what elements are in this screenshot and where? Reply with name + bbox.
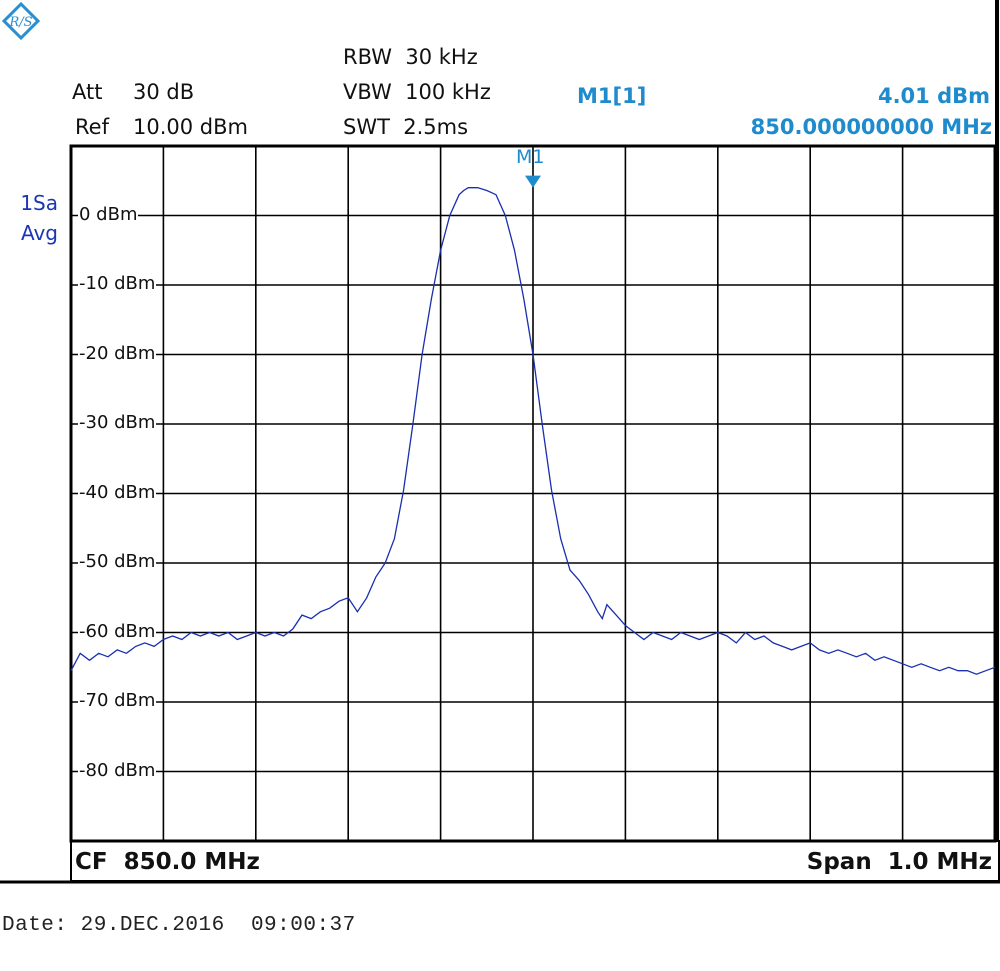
- svg-text:R/S: R/S: [8, 15, 32, 30]
- y-axis-tick-label: -30 dBm: [78, 412, 157, 433]
- frequency-span: Span 1.0 MHz: [806, 849, 992, 875]
- plot-grid: [0, 0, 1000, 884]
- y-axis-tick-label: -10 dBm: [78, 273, 157, 294]
- center-frequency: CF 850.0 MHz: [75, 849, 260, 875]
- trace-info: 1Sa Avg: [8, 188, 58, 248]
- capture-date: Date: 29.DEC.2016 09:00:37: [2, 914, 356, 937]
- reference-level-value: 10.00 dBm: [133, 115, 248, 139]
- marker-m1-icon: [525, 175, 541, 188]
- vbw-setting: VBW 100 kHz: [343, 80, 491, 104]
- trace-sweep-count: 1Sa: [20, 191, 58, 215]
- y-axis-tick-label: -20 dBm: [78, 342, 157, 364]
- marker-level: 4.01 dBm: [877, 84, 990, 108]
- y-axis-tick-label: -80 dBm: [78, 759, 157, 781]
- sweep-time-setting: SWT 2.5ms: [343, 115, 469, 139]
- y-axis-tick-label: -40 dBm: [78, 481, 157, 503]
- attenuation-label: Att: [72, 80, 103, 104]
- y-axis-tick-label: -60 dBm: [78, 620, 157, 642]
- marker-name: M1[1]: [577, 84, 647, 108]
- marker-label: M1: [516, 146, 545, 168]
- reference-level-label: Ref: [75, 115, 109, 139]
- spectrum-trace: [70, 186, 996, 675]
- y-axis-tick-label: -70 dBm: [78, 690, 157, 711]
- y-axis-tick-label: -50 dBm: [78, 551, 157, 572]
- rbw-setting: RBW 30 kHz: [343, 45, 478, 69]
- trace-detector-mode: Avg: [20, 221, 58, 245]
- marker-frequency: 850.000000000 MHz: [750, 115, 992, 139]
- attenuation-value: 30 dB: [133, 80, 195, 104]
- rohde-schwarz-logo-icon: R/S: [2, 2, 40, 40]
- y-axis-tick-label: 0 dBm: [78, 203, 139, 225]
